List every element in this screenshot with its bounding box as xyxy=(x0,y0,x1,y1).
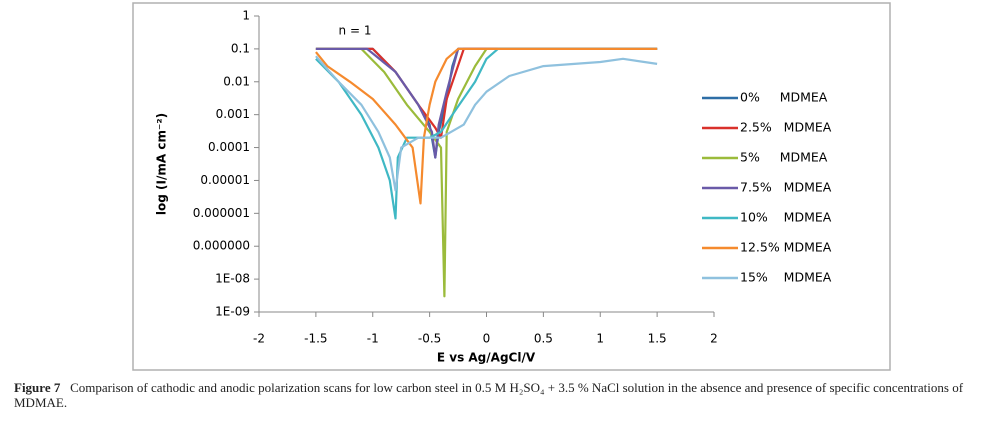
caption-text: Comparison of cathodic and anodic polari… xyxy=(14,380,964,410)
y-tick-label: 0.1 xyxy=(231,41,250,55)
y-axis-label: log (I/mA cm⁻²) xyxy=(155,113,169,215)
legend-label: 5% MDMEA xyxy=(740,150,828,165)
x-tick-label: -1.5 xyxy=(304,332,327,346)
y-tick-label: 0.000000 xyxy=(193,239,250,253)
series-line xyxy=(315,55,658,192)
legend-label: 12.5% MDMEA xyxy=(740,240,832,255)
y-tick-label: 0.000001 xyxy=(193,206,250,220)
y-tick-label: 0.00001 xyxy=(200,173,250,187)
x-tick-label: 2 xyxy=(710,332,718,346)
chart: n = 1 E vs Ag/AgCl/V log (I/mA cm⁻²) 1 0.… xyxy=(132,2,891,371)
x-tick-label: 1.5 xyxy=(648,332,667,346)
series-line xyxy=(315,47,658,220)
x-tick-label: -1 xyxy=(367,332,379,346)
legend-label: 10% MDMEA xyxy=(740,210,832,225)
series-line xyxy=(315,47,658,159)
x-tick-label: 0.5 xyxy=(534,332,553,346)
legend-label: 0% MDMEA xyxy=(740,90,828,105)
x-tick-label: 1 xyxy=(596,332,604,346)
legend-label: 15% MDMEA xyxy=(740,270,832,285)
x-tick-label: -0.5 xyxy=(418,332,441,346)
y-tick-label: 1E-08 xyxy=(215,272,250,286)
y-tick-label: 1 xyxy=(242,9,250,23)
caption: Figure 7 Comparison of cathodic and anod… xyxy=(14,380,974,410)
x-tick-label: -2 xyxy=(253,332,265,346)
series-line xyxy=(315,47,658,298)
x-tick-label: 0 xyxy=(483,332,491,346)
series-line xyxy=(315,47,658,139)
series-line xyxy=(315,47,658,205)
y-tick-label: 1E-09 xyxy=(215,305,250,319)
x-axis-label: E vs Ag/AgCl/V xyxy=(437,351,536,365)
y-tick-label: 0.01 xyxy=(223,74,250,88)
legend-label: 2.5% MDMEA xyxy=(740,120,832,135)
legend-label: 7.5% MDMEA xyxy=(740,180,832,195)
y-tick-label: 0.0001 xyxy=(208,140,250,154)
caption-label: Figure 7 xyxy=(14,380,61,395)
y-tick-label: 0.001 xyxy=(216,107,250,121)
annotation: n = 1 xyxy=(339,24,372,38)
